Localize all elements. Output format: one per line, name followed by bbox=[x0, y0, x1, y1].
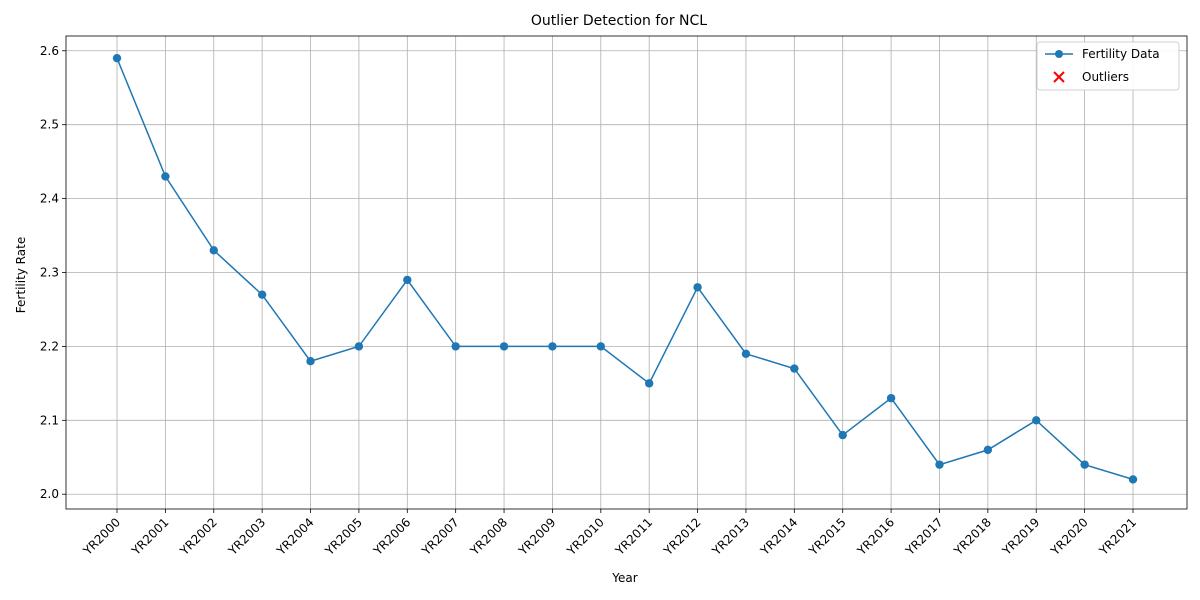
legend: Fertility Data Outliers bbox=[1036, 41, 1180, 91]
data-point bbox=[644, 379, 654, 388]
series-layer bbox=[112, 53, 1138, 484]
grid bbox=[66, 36, 1187, 509]
data-point bbox=[403, 275, 412, 285]
data-point bbox=[451, 342, 460, 351]
legend-label-outliers: Outliers bbox=[1082, 70, 1129, 84]
x-axis-label: Year bbox=[611, 571, 637, 585]
data-point bbox=[693, 283, 702, 292]
y-tick-label: 2.2 bbox=[40, 339, 59, 353]
data-point bbox=[112, 53, 122, 63]
data-point bbox=[1032, 416, 1041, 425]
y-tick-label: 2.4 bbox=[40, 192, 59, 206]
legend-marker-outliers bbox=[1053, 71, 1065, 83]
data-point bbox=[257, 290, 267, 299]
data-point bbox=[596, 342, 606, 351]
data-point bbox=[935, 460, 944, 469]
y-tick-label: 2.3 bbox=[40, 266, 59, 280]
y-tick-label: 2.1 bbox=[40, 413, 59, 427]
data-point bbox=[1128, 475, 1138, 484]
data-point bbox=[161, 172, 170, 181]
series-line-fertility bbox=[116, 57, 1134, 481]
data-point bbox=[983, 445, 993, 455]
y-tick-label: 2.0 bbox=[40, 487, 59, 501]
data-point bbox=[741, 349, 751, 358]
chart-title: Outlier Detection for NCL bbox=[531, 13, 707, 29]
y-tick-label: 2.6 bbox=[40, 44, 59, 58]
data-point bbox=[306, 356, 315, 366]
legend-marker-fertility bbox=[1055, 50, 1063, 58]
data-point bbox=[790, 364, 799, 373]
data-point bbox=[1080, 460, 1089, 469]
data-point bbox=[209, 246, 218, 255]
data-point bbox=[354, 342, 364, 351]
data-point bbox=[499, 342, 509, 351]
y-axis-label: Fertility Rate bbox=[14, 237, 28, 313]
legend-label-fertility: Fertility Data bbox=[1082, 47, 1160, 61]
data-point bbox=[886, 393, 896, 403]
data-point bbox=[838, 430, 847, 440]
y-tick-label: 2.5 bbox=[40, 118, 59, 132]
y-ticks: 2.0 2.1 2.2 2.3 2.4 2.5 2.6 bbox=[40, 44, 66, 501]
data-point bbox=[548, 342, 557, 351]
